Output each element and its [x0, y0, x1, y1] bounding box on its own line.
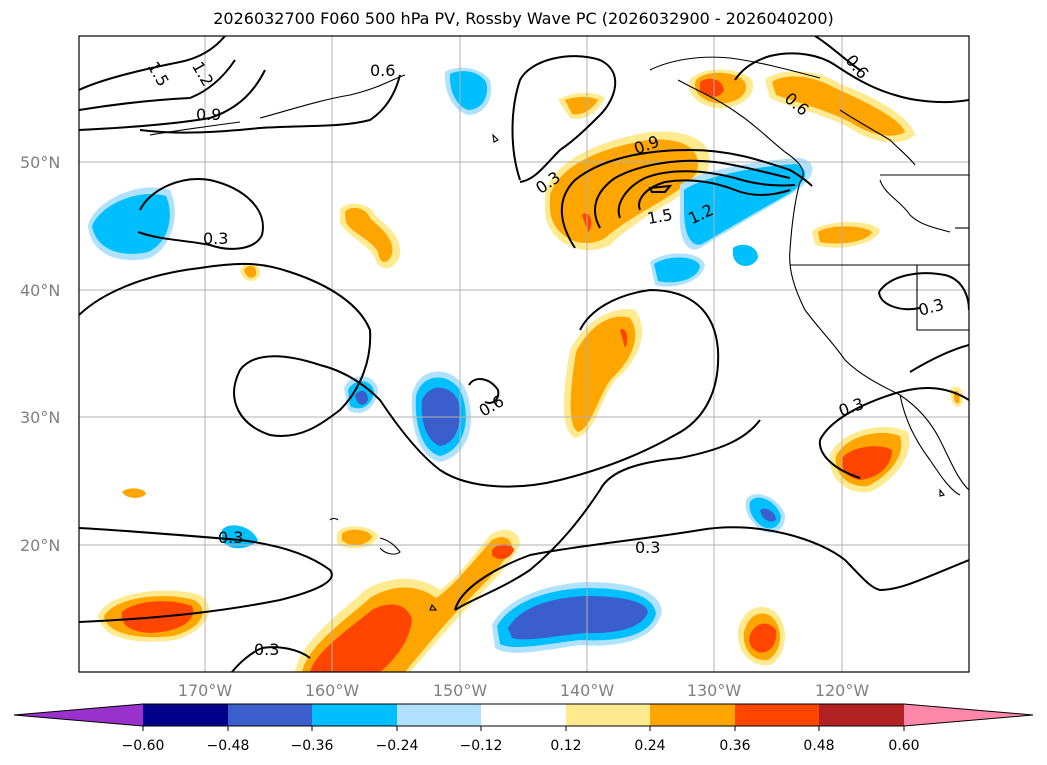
map-title: 2026032700 F060 500 hPa PV, Rossby Wave … [213, 9, 834, 28]
colorbar-tick-label: 0.12 [550, 738, 581, 754]
coastlines [149, 56, 969, 611]
graticule [79, 36, 969, 672]
colorbar-bin [143, 704, 228, 726]
contour-label: 0.3 [635, 538, 660, 557]
lon-label-150w: 150°W [433, 681, 488, 700]
contour-label: 0.3 [916, 295, 946, 320]
colorbar-extend-high [904, 704, 1033, 726]
colorbar-tick-label: −0.48 [207, 738, 250, 754]
negative-anomaly-north [88, 67, 492, 261]
longitude-labels: 170°W 160°W 150°W 140°W 130°W 120°W [178, 681, 870, 700]
colorbar-tick-label: −0.12 [460, 738, 503, 754]
colorbar-tick-label: 0.60 [888, 738, 919, 754]
contour-label: 0.3 [218, 528, 243, 547]
colorbar-bin [735, 704, 819, 726]
positive-anomaly-south-band [295, 529, 520, 672]
pv-contours [79, 36, 969, 672]
colorbar-bin [228, 704, 312, 726]
lat-label-50n: 50°N [20, 153, 60, 172]
map-frame [78, 35, 970, 673]
latitude-labels: 50°N 40°N 30°N 20°N [20, 153, 60, 555]
colorbar-bin [819, 704, 904, 726]
contour-label: 0.9 [196, 105, 221, 124]
colorbar-bin [566, 704, 650, 726]
lon-label-130w: 130°W [687, 681, 742, 700]
positive-anomaly-small [122, 92, 964, 549]
lat-label-30n: 30°N [20, 408, 60, 427]
contour-label: 0.6 [842, 51, 873, 83]
colorbar-tick-label: −0.36 [291, 738, 334, 754]
colorbar-tick-label: 0.24 [634, 738, 665, 754]
contour-label: 1.5 [646, 205, 674, 228]
contour-labels: 1.5 1.2 0.9 0.6 0.3 0.3 0.6 0.9 1.5 1.2 … [144, 51, 946, 659]
colorbar-extend-low [14, 704, 143, 726]
contour-label: 1.5 [144, 58, 173, 90]
lat-label-20n: 20°N [20, 536, 60, 555]
colorbar-tick-label: 0.48 [803, 738, 834, 754]
colorbar-bin [481, 704, 566, 726]
contour-label: 0.6 [370, 61, 395, 80]
positive-anomaly-canada [765, 71, 915, 143]
lon-label-160w: 160°W [305, 681, 360, 700]
colorbar-tick-label: 0.36 [719, 738, 750, 754]
colorbar-bin [650, 704, 735, 726]
colorbar-bin [312, 704, 397, 726]
colorbar-tick-label: −0.60 [122, 738, 165, 754]
contour-label: 0.3 [254, 640, 279, 659]
lat-label-40n: 40°N [20, 281, 60, 300]
colorbar-bin [397, 704, 481, 726]
positive-anomaly-central-pacific [563, 309, 643, 438]
lon-label-120w: 120°W [815, 681, 870, 700]
negative-anomaly-south [492, 582, 662, 653]
lon-label-170w: 170°W [178, 681, 233, 700]
colorbar-tick-label: −0.24 [376, 738, 419, 754]
shaded-pv-anomalies [88, 67, 964, 672]
contour-label: 0.3 [836, 394, 866, 421]
contour-label: 0.3 [203, 229, 228, 248]
lon-label-140w: 140°W [560, 681, 615, 700]
negative-anomaly-central [222, 371, 786, 549]
contour-label: 0.6 [476, 391, 508, 420]
colorbar: −0.60 −0.48 −0.36 −0.24 −0.12 0.12 0.24 … [13, 703, 1034, 754]
